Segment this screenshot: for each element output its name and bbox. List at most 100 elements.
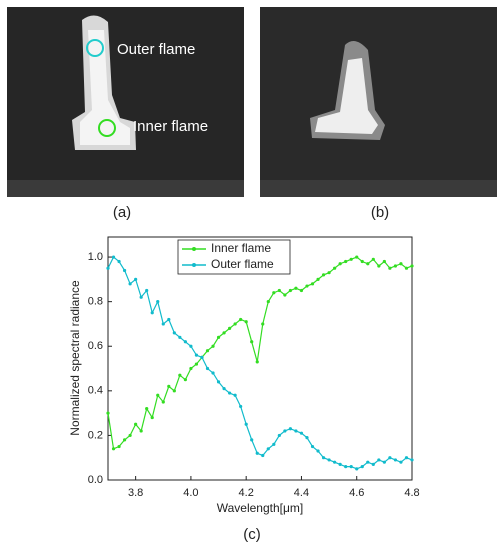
series-marker — [211, 371, 215, 375]
series-marker — [388, 456, 392, 460]
y-tick-label: 0.4 — [88, 385, 103, 397]
series-marker — [344, 259, 348, 264]
series-marker — [305, 284, 309, 288]
legend-label: Inner flame — [211, 241, 271, 255]
series-marker — [371, 462, 375, 466]
series-marker — [261, 322, 265, 326]
series-marker — [183, 378, 187, 382]
legend-swatch-marker — [192, 247, 196, 251]
series-marker — [139, 295, 143, 299]
series-marker — [410, 458, 414, 462]
x-tick-label: 4.4 — [294, 487, 309, 499]
series-marker — [321, 273, 326, 277]
series-marker — [139, 429, 143, 433]
series-marker — [299, 431, 304, 435]
series-marker — [305, 436, 309, 440]
series-marker — [200, 355, 204, 359]
series-marker — [189, 344, 193, 348]
series-marker — [338, 262, 342, 266]
series-marker — [128, 282, 132, 286]
caption-b: (b) — [371, 204, 389, 221]
series-marker — [205, 366, 210, 371]
series-marker — [122, 438, 127, 442]
series-marker — [310, 282, 315, 286]
series-marker — [360, 465, 364, 469]
series-marker — [239, 317, 243, 322]
legend-label: Outer flame — [211, 257, 274, 271]
series-marker — [228, 326, 232, 331]
series-marker — [277, 288, 281, 293]
series-marker — [134, 277, 138, 281]
series-marker — [233, 322, 237, 326]
series-marker — [228, 391, 232, 395]
series-marker — [366, 460, 370, 464]
series-marker — [122, 268, 127, 273]
series-marker — [167, 384, 171, 388]
series-marker — [255, 451, 259, 455]
series-marker — [321, 456, 326, 460]
series-marker — [288, 288, 292, 293]
series-marker — [244, 320, 248, 324]
series-marker — [178, 335, 182, 339]
series-marker — [134, 422, 138, 426]
caption-a: (a) — [113, 204, 131, 221]
series-marker — [294, 429, 298, 433]
series-marker — [161, 400, 165, 404]
y-tick-label: 0.0 — [88, 474, 103, 486]
series-marker — [393, 458, 398, 462]
series-marker — [344, 465, 348, 469]
series-marker — [128, 433, 132, 438]
series-marker — [266, 447, 270, 451]
series-marker — [266, 300, 270, 304]
series-marker — [294, 286, 298, 290]
series-marker — [299, 288, 304, 293]
series-marker — [404, 266, 409, 270]
legend-box — [177, 239, 291, 275]
series-marker — [382, 259, 386, 264]
series-marker — [327, 458, 331, 462]
series-line — [107, 256, 413, 450]
series-marker — [349, 257, 353, 261]
series-line — [107, 256, 413, 470]
series-marker — [310, 444, 315, 449]
series-marker — [272, 442, 276, 446]
y-tick-label: 1.0 — [88, 251, 103, 263]
series-marker — [205, 349, 210, 353]
series-marker — [145, 288, 149, 293]
y-tick-label: 0.6 — [88, 340, 103, 352]
series-marker — [261, 453, 265, 458]
image-a: Outer flame Inner flame — [7, 7, 244, 197]
series-marker — [333, 266, 337, 270]
series-marker — [111, 255, 116, 259]
x-tick-label: 4.6 — [349, 487, 364, 499]
series-marker — [117, 259, 121, 264]
series-marker — [150, 311, 154, 315]
inner-flame-label: Inner flame — [133, 118, 208, 135]
series-marker — [382, 460, 386, 464]
series-marker — [377, 458, 381, 462]
x-tick-label: 4.8 — [404, 487, 419, 499]
series-marker — [283, 429, 287, 433]
series-marker — [156, 393, 160, 397]
x-tick-label: 3.8 — [128, 487, 143, 499]
series-marker — [156, 300, 160, 304]
series-marker — [250, 438, 254, 442]
series-marker — [172, 389, 176, 393]
series-marker — [178, 373, 182, 377]
series-marker — [327, 271, 331, 275]
plot-frame — [107, 236, 413, 481]
outer-flame-label: Outer flame — [117, 41, 195, 58]
caption-c: (c) — [243, 526, 261, 543]
series-marker — [316, 449, 320, 453]
series-marker — [393, 264, 398, 268]
series-marker — [338, 462, 342, 466]
series-marker — [388, 266, 392, 270]
series-marker — [410, 264, 414, 268]
x-tick-label: 4.0 — [183, 487, 198, 499]
series-marker — [399, 460, 403, 464]
series-marker — [250, 340, 254, 344]
x-axis-label: Wavelength[μm] — [217, 501, 304, 515]
series-marker — [349, 465, 353, 469]
series-marker — [371, 257, 375, 261]
series-marker — [216, 380, 221, 384]
